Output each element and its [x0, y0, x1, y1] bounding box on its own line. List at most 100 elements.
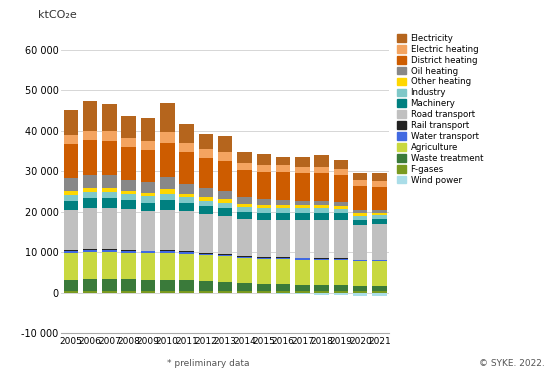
Bar — [102, 252, 117, 279]
Bar — [83, 140, 97, 175]
Bar — [83, 198, 97, 208]
Bar — [334, 175, 348, 202]
Bar — [276, 213, 290, 219]
Bar — [237, 283, 252, 291]
Bar — [373, 224, 387, 260]
Bar — [141, 253, 155, 280]
Bar — [373, 219, 387, 224]
Bar — [198, 206, 213, 214]
Bar — [295, 285, 310, 291]
Bar — [102, 131, 117, 141]
Bar — [256, 199, 271, 205]
Bar — [102, 104, 117, 131]
Bar — [63, 291, 78, 293]
Bar — [102, 250, 117, 252]
Bar — [353, 293, 368, 296]
Bar — [141, 251, 155, 252]
Bar — [315, 174, 329, 201]
Bar — [353, 210, 368, 213]
Bar — [160, 194, 175, 200]
Bar — [353, 180, 368, 186]
Bar — [237, 163, 252, 170]
Bar — [141, 211, 155, 251]
Bar — [315, 155, 329, 167]
Bar — [353, 219, 368, 225]
Legend: Electricity, Electric heating, District heating, Oil heating, Other heating, Ind: Electricity, Electric heating, District … — [397, 34, 483, 185]
Bar — [198, 253, 213, 254]
Bar — [198, 290, 213, 293]
Bar — [334, 259, 348, 260]
Bar — [237, 291, 252, 293]
Bar — [121, 250, 136, 251]
Bar — [295, 157, 310, 167]
Bar — [102, 188, 117, 192]
Bar — [83, 175, 97, 188]
Bar — [198, 188, 213, 197]
Bar — [256, 208, 271, 213]
Bar — [276, 208, 290, 213]
Bar — [160, 177, 175, 189]
Bar — [315, 258, 329, 259]
Bar — [353, 172, 368, 180]
Bar — [353, 291, 368, 293]
Bar — [256, 259, 271, 284]
Bar — [295, 258, 310, 260]
Bar — [83, 208, 97, 249]
Bar — [141, 196, 155, 202]
Bar — [160, 290, 175, 293]
Bar — [63, 144, 78, 178]
Bar — [237, 170, 252, 198]
Bar — [218, 254, 232, 255]
Bar — [315, 219, 329, 258]
Bar — [295, 167, 310, 174]
Bar — [353, 261, 368, 286]
Bar — [256, 258, 271, 259]
Bar — [102, 175, 117, 188]
Bar — [83, 290, 97, 293]
Bar — [315, 293, 329, 295]
Bar — [334, 260, 348, 286]
Bar — [295, 213, 310, 219]
Bar — [237, 258, 252, 283]
Bar — [218, 161, 232, 191]
Bar — [102, 141, 117, 175]
Bar — [63, 250, 78, 251]
Bar — [218, 256, 232, 282]
Bar — [141, 290, 155, 293]
Bar — [334, 220, 348, 258]
Bar — [218, 136, 232, 152]
Bar — [315, 285, 329, 291]
Bar — [102, 249, 117, 250]
Bar — [315, 291, 329, 293]
Bar — [295, 201, 310, 205]
Bar — [160, 132, 175, 143]
Bar — [83, 249, 97, 250]
Bar — [198, 149, 213, 158]
Bar — [218, 282, 232, 290]
Bar — [160, 253, 175, 280]
Bar — [315, 260, 329, 285]
Bar — [141, 141, 155, 149]
Bar — [121, 251, 136, 253]
Bar — [276, 257, 290, 258]
Bar — [63, 251, 78, 253]
Bar — [63, 253, 78, 280]
Bar — [198, 281, 213, 290]
Bar — [276, 293, 290, 294]
Bar — [373, 293, 387, 296]
Bar — [141, 182, 155, 193]
Bar — [121, 209, 136, 250]
Bar — [83, 252, 97, 279]
Bar — [121, 116, 136, 138]
Bar — [141, 193, 155, 196]
Bar — [121, 180, 136, 191]
Bar — [295, 205, 310, 208]
Text: ktCO₂e: ktCO₂e — [38, 10, 77, 20]
Bar — [83, 131, 97, 140]
Bar — [334, 213, 348, 220]
Bar — [276, 284, 290, 291]
Bar — [256, 165, 271, 172]
Bar — [353, 225, 368, 260]
Bar — [63, 110, 78, 135]
Bar — [276, 259, 290, 284]
